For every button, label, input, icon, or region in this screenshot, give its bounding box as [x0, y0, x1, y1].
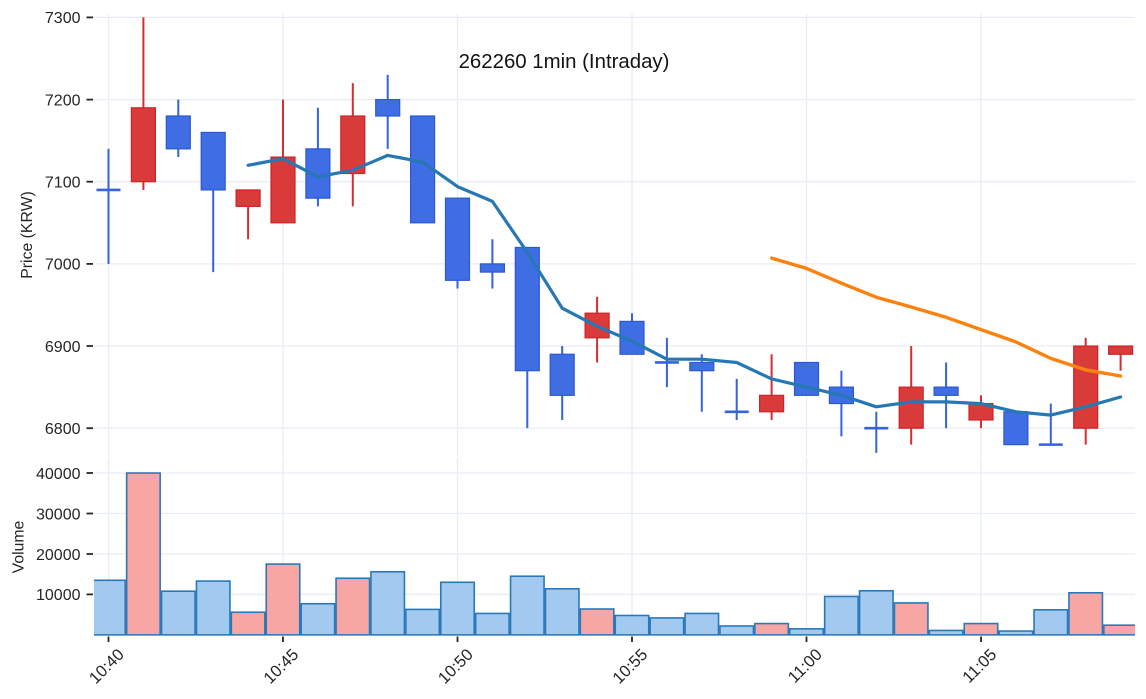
- svg-text:30000: 30000: [36, 506, 81, 523]
- svg-text:Volume: Volume: [11, 520, 28, 573]
- svg-text:7100: 7100: [45, 175, 81, 192]
- svg-text:7000: 7000: [45, 257, 81, 274]
- svg-text:20000: 20000: [36, 547, 81, 564]
- svg-text:10000: 10000: [36, 587, 81, 604]
- svg-text:40000: 40000: [36, 466, 81, 483]
- svg-text:6900: 6900: [45, 339, 81, 356]
- svg-text:6800: 6800: [45, 421, 81, 438]
- svg-text:Price (KRW): Price (KRW): [19, 191, 36, 278]
- svg-text:7200: 7200: [45, 92, 81, 109]
- svg-text:7300: 7300: [45, 10, 81, 27]
- svg-text:262260 1min (Intraday): 262260 1min (Intraday): [459, 51, 670, 73]
